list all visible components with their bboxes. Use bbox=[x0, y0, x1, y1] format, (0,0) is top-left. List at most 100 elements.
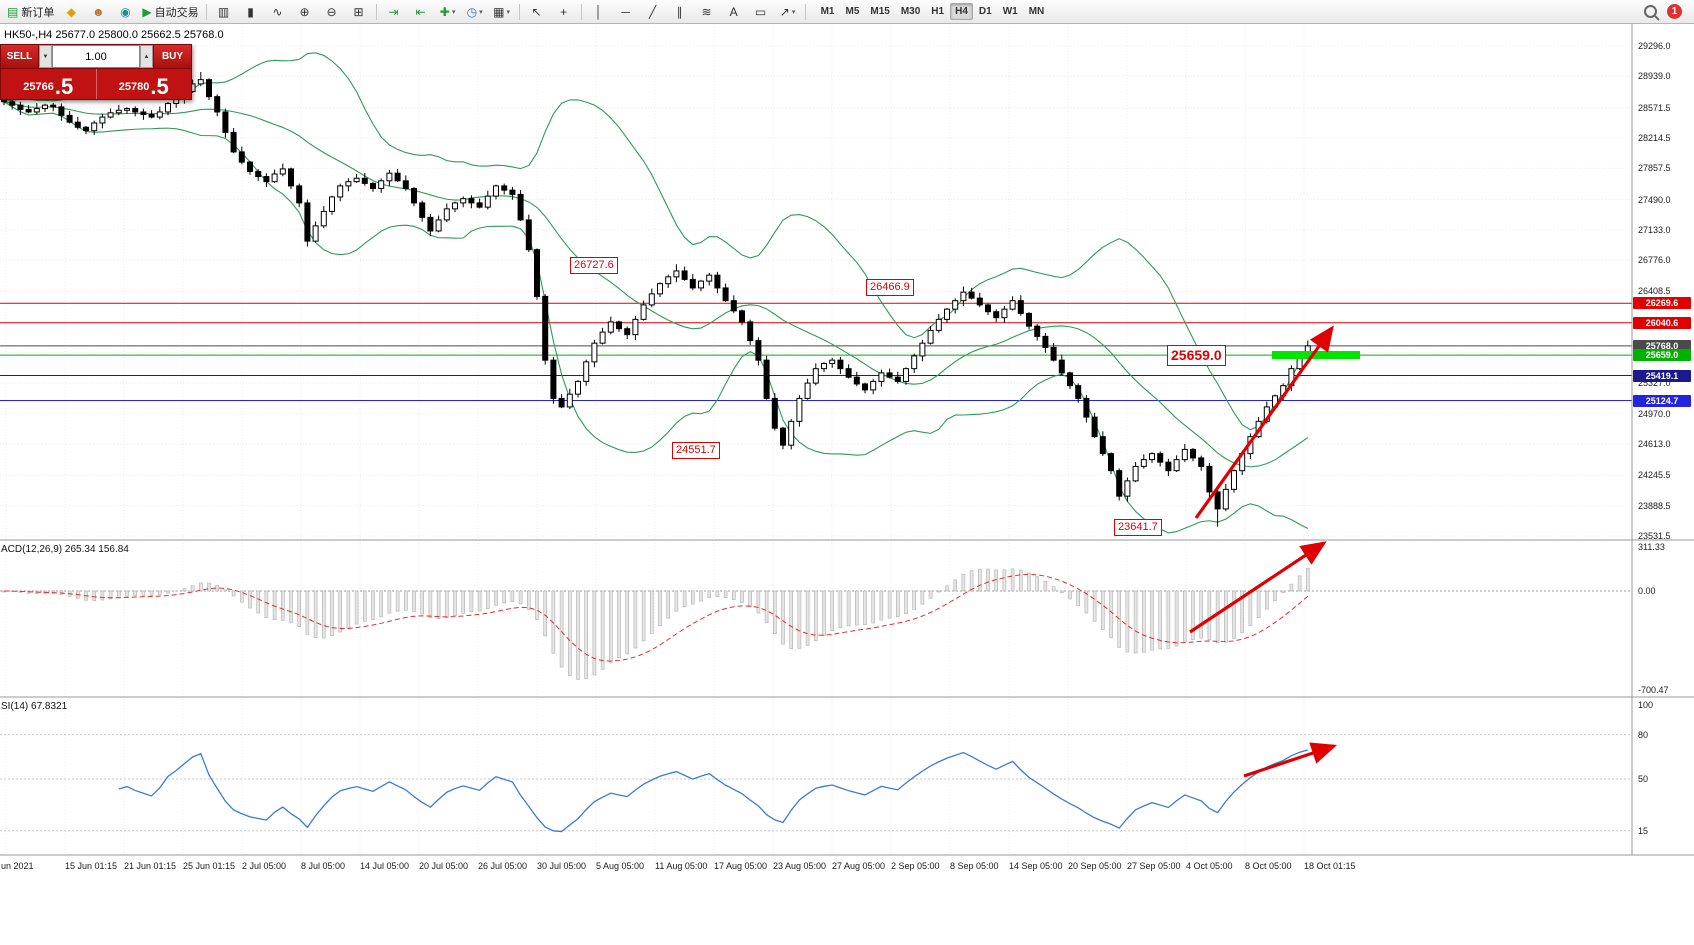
crosshair-button[interactable]: + bbox=[551, 1, 577, 23]
candle bbox=[1026, 312, 1032, 327]
one-click-trading-panel: SELL ▼ ▲ BUY 25766 .5 25780 .5 bbox=[0, 44, 192, 100]
time-tick: un 2021 bbox=[1, 861, 34, 871]
macd-bar bbox=[961, 573, 966, 592]
price-callout[interactable]: 26466.9 bbox=[866, 279, 914, 296]
timeframe-h4[interactable]: H4 bbox=[950, 3, 973, 20]
candle bbox=[148, 114, 155, 118]
chart-canvas[interactable] bbox=[0, 24, 1694, 945]
trend-arrow-main[interactable] bbox=[1194, 325, 1334, 519]
timeframe-h1[interactable]: H1 bbox=[931, 6, 945, 17]
time-tick: 8 Jul 05:00 bbox=[301, 861, 346, 871]
candle bbox=[525, 219, 532, 251]
timeframe-w1[interactable]: W1 bbox=[1002, 6, 1018, 17]
buy-button[interactable]: BUY bbox=[153, 45, 191, 68]
timeframe-d1[interactable]: D1 bbox=[978, 6, 992, 17]
indicators-button[interactable]: ✚ ▾ bbox=[435, 1, 461, 23]
vertical-line-icon: │ bbox=[594, 4, 603, 19]
text-label-button[interactable]: ▭ bbox=[748, 1, 774, 23]
horizontal-line-button[interactable]: ─ bbox=[613, 1, 639, 23]
rsi-axis-tick: 80 bbox=[1638, 729, 1649, 740]
zoom-in-button[interactable]: ⊕ bbox=[292, 1, 318, 23]
macd-signal-line bbox=[3, 573, 1309, 662]
candle bbox=[919, 342, 926, 357]
macd-bar bbox=[92, 590, 96, 601]
macd-bar bbox=[371, 590, 375, 620]
notification-badge[interactable]: 1 bbox=[1667, 4, 1682, 19]
community-button[interactable]: ◉ bbox=[112, 1, 138, 23]
candle bbox=[1231, 470, 1237, 490]
volume-increase-button[interactable]: ▲ bbox=[140, 45, 153, 68]
macd-bar bbox=[248, 590, 252, 609]
sell-price[interactable]: 25766 .5 bbox=[1, 69, 96, 99]
candle bbox=[427, 216, 434, 232]
zoom-in-icon: ⊕ bbox=[299, 4, 310, 19]
timeframe-m5[interactable]: M5 bbox=[845, 6, 860, 17]
timeframe-m1[interactable]: M1 bbox=[820, 6, 835, 17]
macd-bar bbox=[518, 590, 523, 605]
price-axis[interactable]: 29296.0 28939.0 28571.5 28214.5 27857.5 27490… bbox=[0, 24, 1694, 945]
sell-button[interactable]: SELL bbox=[1, 45, 39, 68]
time-tick: 20 Jul 05:00 bbox=[419, 861, 469, 871]
cursor-button[interactable]: ↖ bbox=[524, 1, 550, 23]
candle bbox=[837, 359, 844, 370]
line-chart-button[interactable]: ∿ bbox=[265, 1, 291, 23]
vertical-line-button[interactable]: │ bbox=[586, 1, 612, 23]
volume-decrease-button[interactable]: ▼ bbox=[39, 45, 52, 68]
candle bbox=[665, 276, 672, 285]
auto-scroll-button[interactable]: ⇥ bbox=[381, 1, 407, 23]
rsi-label: SI(14) 67.8321 bbox=[1, 701, 68, 712]
templates-button[interactable]: ▦ ▾ bbox=[489, 1, 515, 23]
candle bbox=[83, 126, 89, 132]
buy-price[interactable]: 25780 .5 bbox=[95, 69, 192, 99]
candlestick-button[interactable]: ▮ bbox=[238, 1, 264, 23]
trend-arrow-macd[interactable] bbox=[1189, 541, 1327, 634]
time-tick: 17 Aug 05:00 bbox=[714, 861, 768, 871]
time-tick: 30 Jul 05:00 bbox=[537, 861, 587, 871]
mql-market-button[interactable]: ◆ bbox=[58, 1, 84, 23]
fibonacci-button[interactable]: ≋ bbox=[694, 1, 720, 23]
bar-chart-button[interactable]: ▥ bbox=[211, 1, 237, 23]
price-tick: 28571.5 bbox=[1638, 102, 1671, 113]
price-callout[interactable]: 25659.0 bbox=[1167, 345, 1226, 366]
timeframe-mn[interactable]: MN bbox=[1028, 6, 1045, 17]
candle bbox=[42, 104, 48, 110]
macd-bar bbox=[781, 590, 785, 645]
tile-windows-button[interactable]: ⊞ bbox=[346, 1, 372, 23]
chart-shift-button[interactable]: ⇤ bbox=[408, 1, 434, 23]
highlight-zone[interactable] bbox=[1272, 351, 1360, 359]
macd-bar bbox=[1060, 590, 1064, 593]
channel-icon: ∥ bbox=[676, 4, 683, 19]
price-callout[interactable]: 26727.6 bbox=[570, 257, 618, 274]
profile-button[interactable]: ☻ bbox=[85, 1, 111, 23]
rsi-line bbox=[118, 749, 1308, 833]
time-tick: 14 Sep 05:00 bbox=[1009, 861, 1063, 871]
macd-bar bbox=[395, 590, 400, 612]
timeframe-m15[interactable]: M15 bbox=[870, 6, 890, 17]
periods-button[interactable]: ◷ ▾ bbox=[462, 1, 488, 23]
time-tick: 14 Jul 05:00 bbox=[360, 861, 410, 871]
candle bbox=[25, 108, 32, 113]
channel-button[interactable]: ∥ bbox=[667, 1, 693, 23]
text-button[interactable]: A bbox=[721, 1, 747, 23]
price-callout[interactable]: 23641.7 bbox=[1114, 519, 1162, 536]
macd-bar bbox=[846, 590, 851, 627]
volume-input[interactable] bbox=[52, 45, 140, 68]
timeframe-m30[interactable]: M30 bbox=[900, 6, 921, 17]
candle bbox=[378, 180, 385, 189]
trendline-button[interactable]: ╱ bbox=[640, 1, 666, 23]
auto-trading-button[interactable]: ▶ 自动交易 bbox=[139, 1, 201, 23]
macd-bar bbox=[1297, 575, 1302, 592]
search-icon[interactable] bbox=[1644, 5, 1657, 18]
price-callout[interactable]: 24551.7 bbox=[672, 442, 720, 459]
new-order-button[interactable]: ▤ 新订单 bbox=[4, 1, 57, 23]
candle bbox=[288, 168, 294, 187]
chart-window: HK50-,H4 25677.0 25800.0 25662.5 25768.0… bbox=[0, 24, 1694, 945]
candle bbox=[1165, 461, 1172, 472]
time-axis[interactable]: un 2021 15 Jun 01:15 21 Jun 01:15 25 Jun 01… bbox=[0, 24, 1694, 945]
trend-arrow-rsi[interactable] bbox=[1243, 742, 1338, 778]
bollinger-middle bbox=[3, 101, 1309, 468]
macd-bar bbox=[723, 590, 728, 598]
candle bbox=[829, 359, 836, 365]
zoom-out-button[interactable]: ⊖ bbox=[319, 1, 345, 23]
shapes-button[interactable]: ↗ ▾ bbox=[775, 1, 801, 23]
